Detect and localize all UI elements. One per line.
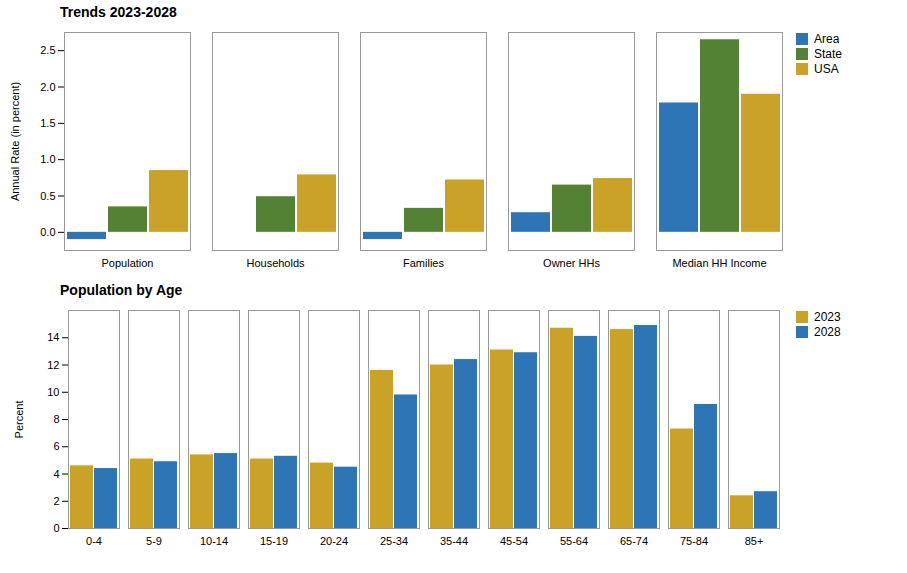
svg-text:Population: Population (102, 257, 154, 269)
svg-text:Annual Rate (in percent): Annual Rate (in percent) (9, 82, 21, 201)
svg-text:85+: 85+ (745, 535, 764, 547)
svg-text:20-24: 20-24 (320, 535, 348, 547)
svg-text:8: 8 (53, 413, 59, 425)
svg-text:Median HH Income: Median HH Income (672, 257, 766, 269)
svg-text:0: 0 (53, 522, 59, 534)
svg-text:6: 6 (53, 440, 59, 452)
svg-text:Households: Households (246, 257, 305, 269)
svg-text:5-9: 5-9 (146, 535, 162, 547)
svg-text:0.0: 0.0 (40, 226, 55, 238)
svg-text:25-34: 25-34 (380, 535, 408, 547)
svg-text:55-64: 55-64 (560, 535, 588, 547)
svg-text:75-84: 75-84 (680, 535, 708, 547)
html-text:USA: USA (814, 62, 839, 76)
svg-text:Families: Families (403, 257, 444, 269)
html-text:2028: 2028 (814, 325, 841, 339)
svg-text:4: 4 (53, 468, 59, 480)
svg-text:14: 14 (47, 331, 59, 343)
svg-text:2: 2 (53, 495, 59, 507)
svg-text:45-54: 45-54 (500, 535, 528, 547)
svg-text:Owner HHs: Owner HHs (543, 257, 600, 269)
html-text:State: State (814, 47, 842, 61)
svg-text:1.5: 1.5 (40, 117, 55, 129)
html-text:Trends 2023-2028: Trends 2023-2028 (60, 4, 177, 20)
html-text:Population by Age: Population by Age (60, 282, 183, 298)
html-text:Area: Area (814, 32, 840, 46)
svg-text:10: 10 (47, 386, 59, 398)
svg-text:2.0: 2.0 (40, 81, 55, 93)
svg-text:15-19: 15-19 (260, 535, 288, 547)
svg-text:2.5: 2.5 (40, 44, 55, 56)
svg-text:0-4: 0-4 (86, 535, 102, 547)
svg-text:10-14: 10-14 (200, 535, 228, 547)
svg-text:35-44: 35-44 (440, 535, 468, 547)
html-text:2023: 2023 (814, 310, 841, 324)
svg-text:12: 12 (47, 359, 59, 371)
svg-text:65-74: 65-74 (620, 535, 648, 547)
svg-text:0.5: 0.5 (40, 190, 55, 202)
svg-text:Percent: Percent (13, 401, 25, 439)
svg-text:1.0: 1.0 (40, 153, 55, 165)
